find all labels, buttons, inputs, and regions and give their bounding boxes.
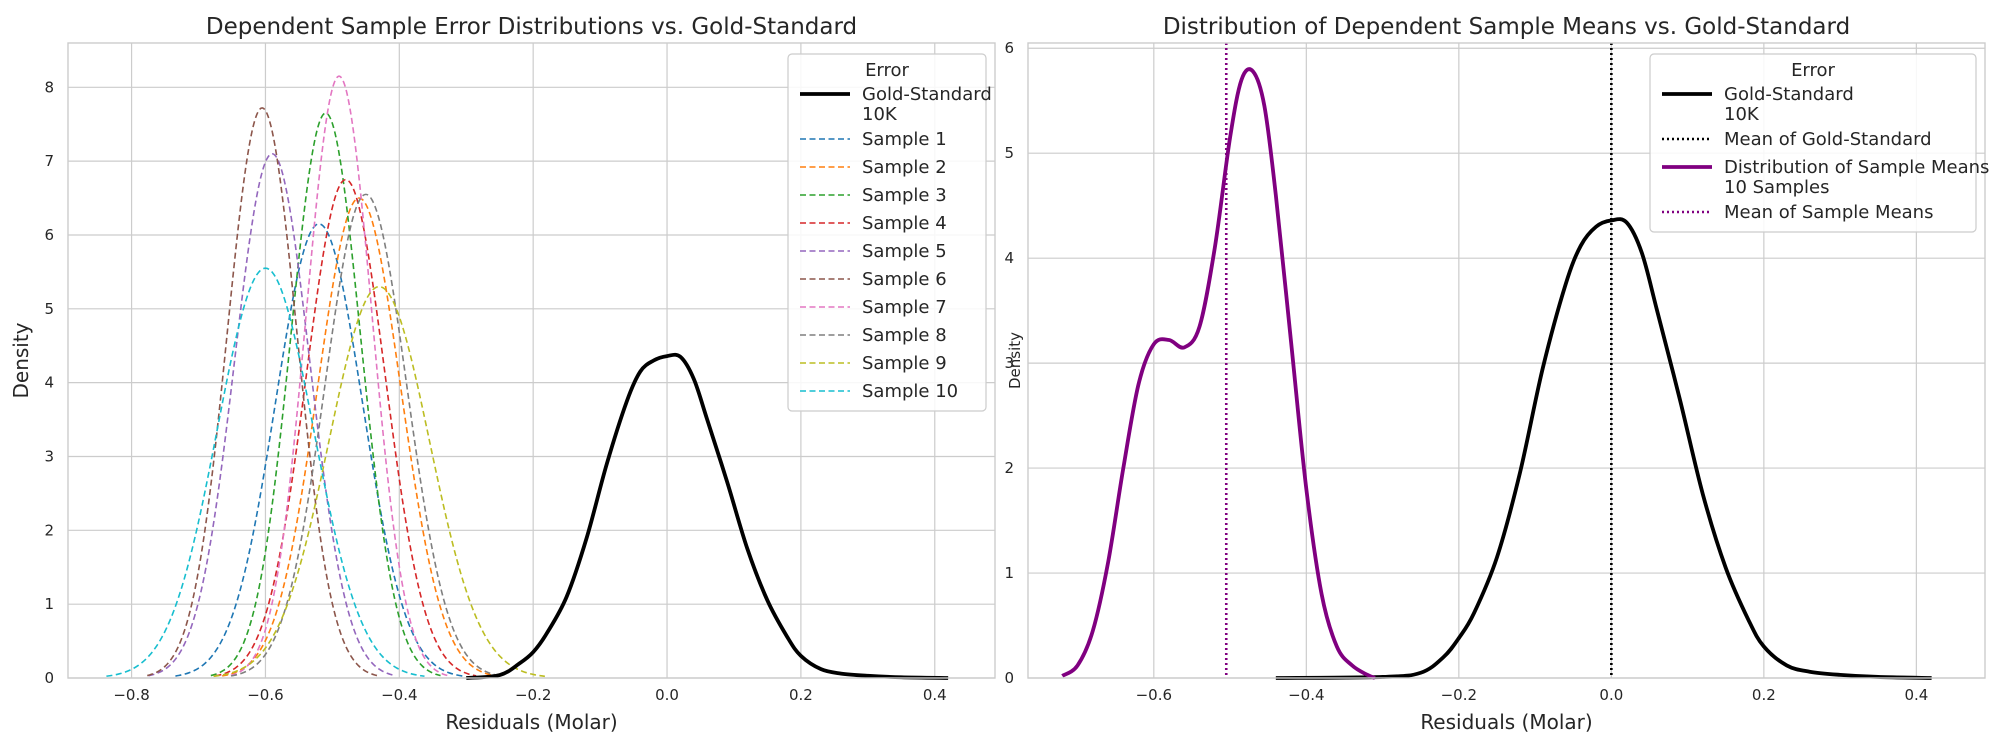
legend-entry: Sample 8 xyxy=(862,325,947,346)
series-sample-8 xyxy=(230,193,501,677)
y-tick-label: 1 xyxy=(1004,564,1014,582)
legend-title: Error xyxy=(1791,60,1835,81)
y-tick-label: 4 xyxy=(44,374,54,392)
left-chart-panel: −0.8 −0.6 −0.4 −0.2 0.0 0.2 0.4 0 1 2 3 4 5 6 7 8 Depe… xyxy=(9,14,996,734)
x-tick-label: 0.0 xyxy=(655,686,679,704)
left-chart-frame xyxy=(67,42,996,679)
x-tick-label: −0.6 xyxy=(1136,686,1172,704)
x-tick-label: −0.4 xyxy=(381,686,417,704)
series-sample-1 xyxy=(175,223,463,677)
right-chart-title: Distribution of Dependent Sample Means v… xyxy=(1163,14,1850,40)
series-sample-3 xyxy=(210,112,441,677)
series-gold-standard xyxy=(1275,217,1932,680)
y-tick-label: 6 xyxy=(44,226,54,244)
right-chart-x-ticks: −0.6 −0.4 −0.2 0.0 0.2 0.4 xyxy=(1136,686,1929,704)
y-tick-label: 2 xyxy=(1004,459,1014,477)
legend-title: Error xyxy=(865,60,909,81)
legend-entry: Gold-Standard 10K xyxy=(1724,84,1854,125)
series-sample-2 xyxy=(222,197,497,677)
y-tick-label: 0 xyxy=(44,669,54,687)
legend-box xyxy=(1649,53,1977,233)
series-sample-9 xyxy=(213,285,545,678)
x-tick-label: 0.4 xyxy=(1904,686,1928,704)
left-chart-x-axis-label: Residuals (Molar) xyxy=(445,710,617,734)
legend-box xyxy=(787,53,987,412)
legend-entry: Distribution of Sample Means 10 Samples xyxy=(1724,157,1989,198)
left-chart-y-axis-label: Density xyxy=(9,322,33,398)
series-sample-10 xyxy=(106,267,425,678)
x-tick-label: −0.2 xyxy=(515,686,551,704)
legend-entry: Sample 10 xyxy=(862,381,958,402)
left-chart-x-ticks: −0.8 −0.6 −0.4 −0.2 0.0 0.2 0.4 xyxy=(113,686,946,704)
y-tick-label: 4 xyxy=(1004,249,1014,267)
series-distribution-of-sample-means xyxy=(1061,67,1376,680)
legend-entry: Sample 7 xyxy=(862,297,947,318)
legend-entry: Sample 9 xyxy=(862,353,947,374)
legend-entry: Sample 4 xyxy=(862,213,947,234)
y-tick-label: 6 xyxy=(1004,39,1014,57)
series-sample-6 xyxy=(147,107,378,677)
x-tick-label: 0.0 xyxy=(1599,686,1623,704)
x-tick-label: −0.4 xyxy=(1288,686,1324,704)
right-chart-y-ticks: 0 1 2 3 4 5 6 xyxy=(1004,39,1014,687)
y-tick-label: 1 xyxy=(44,595,54,613)
y-tick-label: 3 xyxy=(44,447,54,465)
y-tick-label: 5 xyxy=(44,300,54,318)
series-gold-standard xyxy=(466,352,949,680)
x-tick-label: −0.8 xyxy=(113,686,149,704)
y-tick-label: 0 xyxy=(1004,669,1014,687)
y-tick-label: 3 xyxy=(1004,354,1014,372)
y-tick-label: 2 xyxy=(44,521,54,539)
legend-entry: Sample 1 xyxy=(862,129,947,150)
y-tick-label: 5 xyxy=(1004,144,1014,162)
legend-entry: Sample 3 xyxy=(862,185,947,206)
left-chart-legend: Error Gold-Standard 10K Sample 1 Sample 2 Sam… xyxy=(787,53,992,412)
series-sample-5 xyxy=(148,152,397,677)
x-tick-label: 0.2 xyxy=(1752,686,1776,704)
right-chart-y-axis-label: Density xyxy=(1006,332,1024,389)
left-chart-title: Dependent Sample Error Distributions vs.… xyxy=(206,14,857,40)
y-tick-label: 7 xyxy=(44,152,54,170)
x-tick-label: −0.2 xyxy=(1441,686,1477,704)
legend-entry: Gold-Standard 10K xyxy=(862,84,992,125)
right-chart-frame xyxy=(1027,42,1986,679)
left-chart-y-ticks: 0 1 2 3 4 5 6 7 8 xyxy=(44,78,54,687)
legend-entry: Sample 5 xyxy=(862,241,947,262)
right-chart-legend: Error Gold-Standard 10K Mean of Gold-Standa… xyxy=(1649,53,1989,233)
legend-entry: Mean of Gold-Standard xyxy=(1724,129,1932,150)
right-chart-panel: −0.6 −0.4 −0.2 0.0 0.2 0.4 0 1 2 3 4 5 6 Distributi… xyxy=(1004,14,1989,734)
y-tick-label: 8 xyxy=(44,78,54,96)
legend-entry: Sample 6 xyxy=(862,269,947,290)
right-chart-x-axis-label: Residuals (Molar) xyxy=(1420,710,1592,734)
legend-entry: Sample 2 xyxy=(862,157,947,178)
right-chart-grid xyxy=(1028,43,1985,679)
left-chart-curves xyxy=(106,75,949,680)
series-sample-7 xyxy=(230,75,448,677)
legend-entry: Mean of Sample Means xyxy=(1724,202,1933,223)
series-sample-4 xyxy=(215,178,477,677)
x-tick-label: 0.2 xyxy=(789,686,813,704)
right-chart-curves xyxy=(1061,43,1932,680)
x-tick-label: −0.6 xyxy=(247,686,283,704)
x-tick-label: 0.4 xyxy=(923,686,947,704)
